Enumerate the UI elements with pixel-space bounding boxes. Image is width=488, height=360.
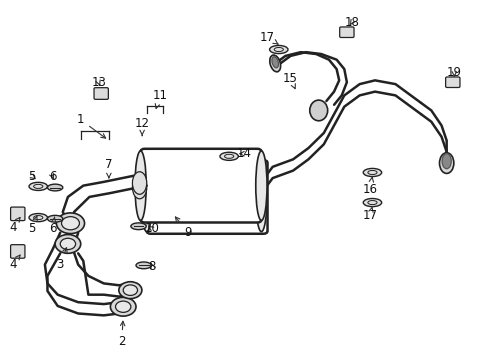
Text: 2: 2 [118,321,125,348]
Ellipse shape [60,238,76,249]
Ellipse shape [29,182,47,190]
Ellipse shape [115,301,131,312]
Text: 14: 14 [237,147,251,160]
Text: 19: 19 [446,66,461,79]
Ellipse shape [61,217,79,230]
Ellipse shape [132,176,146,199]
Ellipse shape [110,297,136,316]
Ellipse shape [269,45,287,54]
FancyBboxPatch shape [141,149,261,222]
Ellipse shape [132,172,146,194]
Text: 17: 17 [362,206,377,222]
Text: 10: 10 [144,222,160,235]
Ellipse shape [123,285,137,296]
Ellipse shape [119,282,142,299]
Ellipse shape [363,168,381,176]
Ellipse shape [47,215,62,222]
Text: 6: 6 [49,217,56,235]
Text: 17: 17 [260,31,278,44]
Text: 11: 11 [152,89,167,108]
Text: 8: 8 [148,260,156,273]
FancyBboxPatch shape [11,245,25,258]
Ellipse shape [269,55,280,72]
Ellipse shape [363,198,381,207]
Ellipse shape [255,151,266,220]
Text: 13: 13 [91,76,106,89]
Ellipse shape [309,100,327,121]
FancyBboxPatch shape [94,88,108,99]
Text: 1: 1 [77,113,105,138]
Text: 4: 4 [9,255,20,271]
FancyBboxPatch shape [11,207,25,221]
Ellipse shape [439,153,453,174]
Text: 15: 15 [283,72,297,89]
FancyBboxPatch shape [445,77,459,87]
Text: 7: 7 [105,158,112,178]
Text: 12: 12 [134,117,149,136]
Ellipse shape [29,213,47,222]
Ellipse shape [441,154,450,169]
Text: 3: 3 [57,248,67,271]
Ellipse shape [136,262,151,269]
Text: 5: 5 [28,170,36,183]
Ellipse shape [135,151,146,220]
Text: 16: 16 [362,177,377,196]
Text: 9: 9 [175,217,192,239]
FancyBboxPatch shape [146,160,267,234]
Text: 18: 18 [344,15,359,28]
FancyBboxPatch shape [339,27,353,37]
Ellipse shape [56,213,84,234]
Ellipse shape [131,223,146,230]
Ellipse shape [255,162,266,232]
Ellipse shape [220,152,238,160]
Ellipse shape [141,162,152,232]
Ellipse shape [55,234,81,253]
Text: 5: 5 [28,216,37,235]
Ellipse shape [47,184,62,191]
Text: 6: 6 [49,170,56,183]
Text: 4: 4 [9,217,20,234]
Ellipse shape [271,57,278,68]
